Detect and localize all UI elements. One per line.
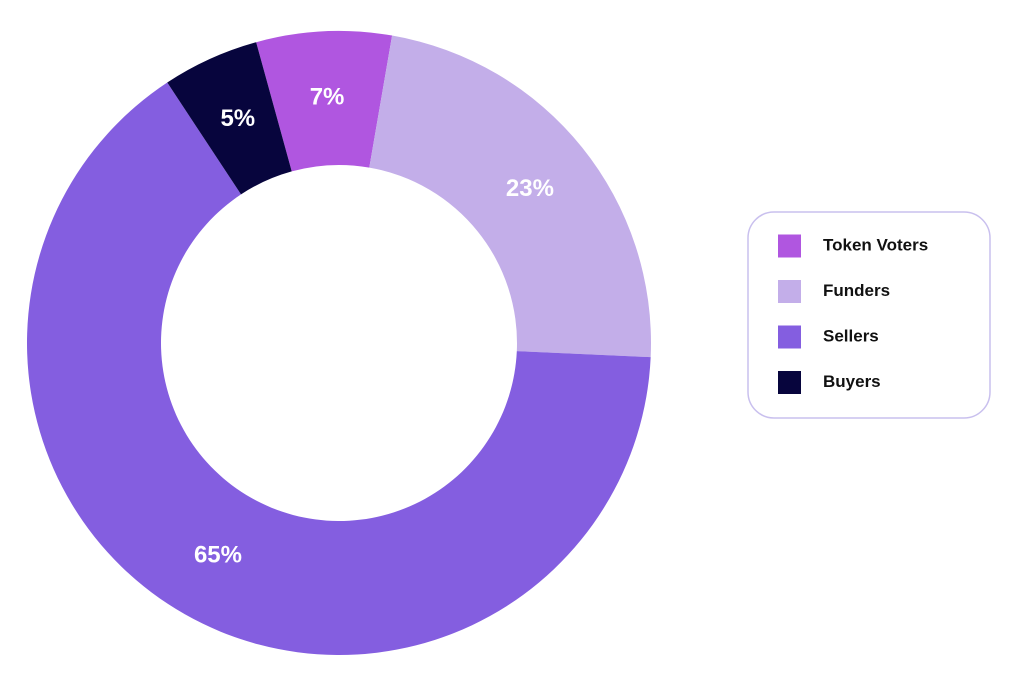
- wedge: [26, 82, 651, 656]
- wedge: [256, 30, 393, 172]
- legend-label: Token Voters: [823, 235, 928, 254]
- legend: Token Voters Funders Sellers Buyers: [778, 234, 928, 394]
- value-label: 7%: [310, 84, 345, 111]
- donut: 7% 23% 65% 5%: [26, 30, 651, 656]
- legend-swatch: [778, 280, 801, 303]
- legend-box: [747, 211, 991, 419]
- wedge: [167, 42, 292, 195]
- legend-label: Buyers: [823, 372, 881, 391]
- legend-label: Funders: [823, 281, 890, 300]
- legend-swatch: [778, 234, 801, 258]
- value-label: 65%: [194, 541, 242, 568]
- legend-swatch: [778, 371, 801, 394]
- value-label: 5%: [220, 105, 255, 132]
- wedge: [369, 35, 651, 358]
- value-label: 23%: [506, 175, 554, 202]
- legend-swatch: [778, 325, 801, 349]
- legend-label: Sellers: [823, 326, 879, 345]
